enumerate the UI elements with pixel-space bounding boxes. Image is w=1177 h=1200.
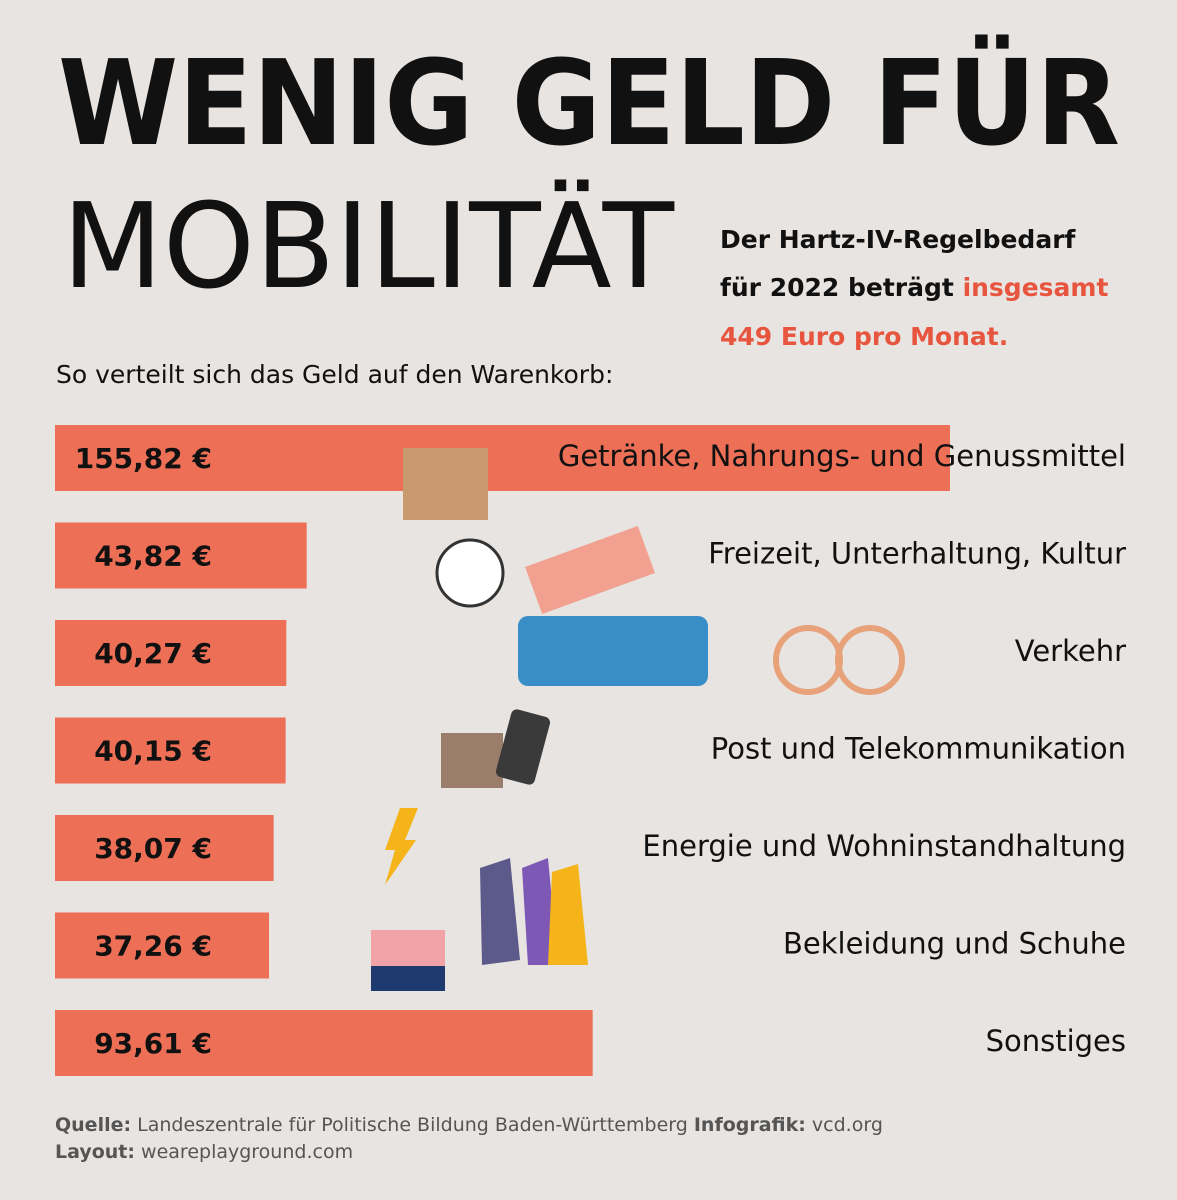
footer-text: Landeszentrale für Politische Bildung Ba…: [137, 1114, 688, 1136]
bus-icon: [518, 616, 708, 686]
box-icon: [371, 966, 445, 991]
bar: [55, 620, 287, 686]
info-line: für 2022 beträgt insgesamt: [720, 273, 1108, 302]
title-line: WENIG GELD FÜR: [58, 34, 1120, 172]
info-highlight: insgesamt: [963, 273, 1109, 302]
dress-icon: [480, 858, 520, 965]
footer-text: vcd.org: [812, 1114, 883, 1136]
ticket-icon: [525, 525, 655, 615]
ball-icon: [435, 538, 505, 608]
parcel-icon: [441, 733, 503, 788]
info-text: für 2022 beträgt: [720, 273, 954, 302]
value-label: 37,26 €: [94, 930, 212, 963]
footer-label: Quelle:: [55, 1114, 131, 1136]
value-label: 93,61 €: [94, 1027, 212, 1060]
dress-icon: [548, 864, 588, 965]
bar: [55, 1010, 593, 1076]
bar: [55, 815, 274, 881]
dress-icon: [522, 858, 558, 965]
box-icon: [371, 930, 445, 966]
subtitle: So verteilt sich das Geld auf den Warenk…: [56, 360, 613, 389]
footer-label: Infografik:: [694, 1114, 806, 1136]
value-label: 40,27 €: [94, 637, 212, 670]
info-highlight: 449 Euro pro Monat.: [720, 322, 1008, 351]
footer-line: Layout: weareplayground.com: [55, 1141, 353, 1163]
title-line: MOBILITÄT: [62, 177, 675, 315]
bike-icon: [835, 625, 905, 695]
category-label: Freizeit, Unterhaltung, Kultur: [708, 537, 1126, 571]
category-label: Post und Telekommunikation: [711, 732, 1126, 766]
bar: [55, 425, 950, 491]
category-label: Energie und Wohninstandhaltung: [642, 829, 1126, 863]
bar: [55, 717, 286, 784]
value-label: 155,82 €: [75, 442, 212, 475]
footer-text: weareplayground.com: [141, 1141, 353, 1163]
phone-icon: [495, 709, 551, 785]
category-label: Verkehr: [1015, 634, 1126, 668]
category-label: Bekleidung und Schuhe: [783, 927, 1126, 961]
info-line: Der Hartz-IV-Regelbedarf: [720, 225, 1077, 254]
category-label: Getränke, Nahrungs- und Genussmittel: [558, 439, 1126, 473]
bag-icon: [403, 448, 488, 520]
bars: 155,82 € 43,82 € 40,27 € 40,15 € 38,07 € 37,2…: [55, 425, 950, 1076]
value-label: 43,82 €: [94, 540, 212, 573]
bar: [55, 522, 307, 589]
bar: [55, 912, 270, 979]
value-label: 40,15 €: [94, 735, 212, 768]
value-label: 38,07 €: [94, 832, 212, 865]
footer-line: Quelle: Landeszentrale für Politische Bi…: [55, 1114, 883, 1136]
category-label: Sonstiges: [986, 1024, 1126, 1058]
icons: [371, 448, 905, 991]
bolt-icon: [385, 808, 418, 885]
footer-label: Layout:: [55, 1141, 135, 1163]
